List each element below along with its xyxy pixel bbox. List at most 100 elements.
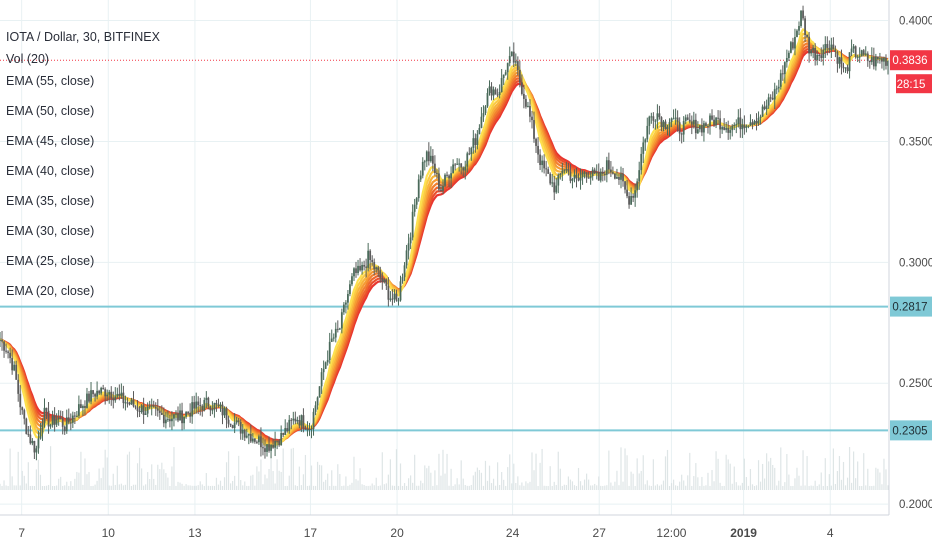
candle-body bbox=[395, 293, 398, 301]
candle-body bbox=[709, 115, 711, 126]
candle-body bbox=[108, 391, 111, 395]
volume-bar bbox=[869, 485, 871, 490]
ema-legend-item[interactable]: EMA (45, close) bbox=[6, 134, 95, 148]
volume-bar bbox=[21, 470, 23, 490]
volume-bar bbox=[177, 481, 179, 490]
volume-bar bbox=[37, 459, 40, 490]
x-tick-label: 10 bbox=[102, 526, 116, 540]
candle-body bbox=[616, 177, 618, 179]
volume-bar bbox=[751, 484, 754, 490]
candle-body bbox=[887, 60, 889, 66]
candle-body bbox=[856, 56, 859, 58]
candle-body bbox=[446, 174, 448, 176]
candle-body bbox=[86, 393, 88, 408]
volume-bar bbox=[719, 482, 721, 490]
volume-bar bbox=[333, 485, 335, 490]
volume-bar bbox=[401, 485, 404, 490]
volume-bar bbox=[731, 483, 733, 490]
candle-body bbox=[490, 86, 493, 96]
candle-body bbox=[61, 418, 64, 427]
volume-bar bbox=[658, 485, 661, 490]
volume-bar bbox=[90, 485, 92, 490]
volume-bar bbox=[757, 460, 760, 490]
ema-legend-item[interactable]: EMA (25, close) bbox=[6, 254, 95, 268]
candle-body bbox=[363, 265, 366, 267]
volume-bar bbox=[318, 464, 321, 490]
ema-legend-item[interactable]: EMA (20, close) bbox=[6, 284, 95, 298]
candle-body bbox=[288, 419, 291, 432]
ema-legend-item[interactable]: EMA (35, close) bbox=[6, 194, 95, 208]
candle-body bbox=[527, 105, 529, 107]
volume-bar bbox=[679, 481, 681, 490]
axis-layer: 0.2000 0.2500 0.3000 0.3500 0.4000 7 10 13 17 20 2… bbox=[0, 0, 932, 540]
volume-bar bbox=[729, 463, 731, 490]
candle-body bbox=[308, 428, 311, 430]
candle-body bbox=[207, 397, 210, 407]
candle-body bbox=[531, 116, 533, 121]
candle-body bbox=[826, 44, 829, 48]
volume-bar bbox=[687, 475, 689, 490]
candle-body bbox=[622, 173, 624, 182]
candle-body bbox=[510, 51, 513, 56]
volume-bar bbox=[349, 484, 351, 490]
volume-bar bbox=[840, 479, 843, 490]
candle-body bbox=[692, 119, 695, 125]
candle-body bbox=[707, 125, 709, 127]
candle-body bbox=[605, 160, 608, 175]
volume-bar bbox=[620, 447, 622, 490]
candle-body bbox=[397, 300, 400, 302]
ema-legend-item[interactable]: EMA (50, close) bbox=[6, 104, 95, 118]
volume-bar bbox=[513, 463, 515, 490]
volume-bar bbox=[359, 468, 361, 490]
candle-body bbox=[260, 436, 262, 448]
candle-body bbox=[666, 127, 669, 130]
candle-body bbox=[326, 359, 329, 363]
candle-body bbox=[719, 118, 722, 130]
volume-bar bbox=[199, 481, 201, 490]
volume-bar bbox=[802, 450, 804, 490]
ema-legend-item[interactable]: EMA (40, close) bbox=[6, 164, 95, 178]
volume-bar bbox=[29, 485, 31, 490]
candle-body bbox=[755, 120, 758, 124]
volume-bar bbox=[104, 449, 106, 490]
volume-bar bbox=[195, 485, 197, 490]
candle-body bbox=[385, 279, 388, 286]
volume-bar bbox=[707, 472, 709, 490]
candle-body bbox=[466, 153, 469, 167]
volume-bar bbox=[227, 451, 230, 490]
candle-body bbox=[838, 57, 841, 64]
candle-body bbox=[82, 406, 84, 409]
volume-bar bbox=[531, 452, 533, 490]
volume-bar bbox=[527, 483, 529, 490]
candle-body bbox=[630, 195, 633, 205]
candle-body bbox=[848, 52, 851, 72]
candle-body bbox=[858, 56, 861, 58]
volume-bar bbox=[867, 468, 869, 490]
candle-body bbox=[112, 398, 115, 401]
candle-body bbox=[577, 177, 580, 181]
candle-body bbox=[883, 57, 885, 62]
candle-body bbox=[120, 392, 123, 396]
candle-body bbox=[609, 169, 612, 173]
candle-body bbox=[407, 243, 410, 251]
candle-body bbox=[508, 55, 511, 64]
y-tick-label: 0.3000 bbox=[899, 257, 932, 269]
candle-body bbox=[785, 58, 788, 63]
chart-title[interactable]: IOTA / Dollar, 30, BITFINEX bbox=[6, 30, 160, 44]
volume-bar bbox=[764, 478, 766, 490]
volume-bar bbox=[470, 484, 472, 490]
candle-body bbox=[355, 268, 357, 274]
volume-bar bbox=[836, 470, 839, 490]
volume-bar bbox=[361, 484, 363, 490]
volume-bar bbox=[11, 476, 13, 490]
volume-bar bbox=[343, 485, 345, 490]
ema-legend-item[interactable]: EMA (55, close) bbox=[6, 74, 95, 88]
volume-indicator-label[interactable]: Vol (20) bbox=[6, 52, 50, 66]
candle-body bbox=[814, 48, 817, 61]
candle-body bbox=[879, 58, 881, 60]
volume-bar bbox=[86, 474, 88, 490]
candle-body bbox=[520, 82, 523, 94]
ema-legend-item[interactable]: EMA (30, close) bbox=[6, 224, 95, 238]
